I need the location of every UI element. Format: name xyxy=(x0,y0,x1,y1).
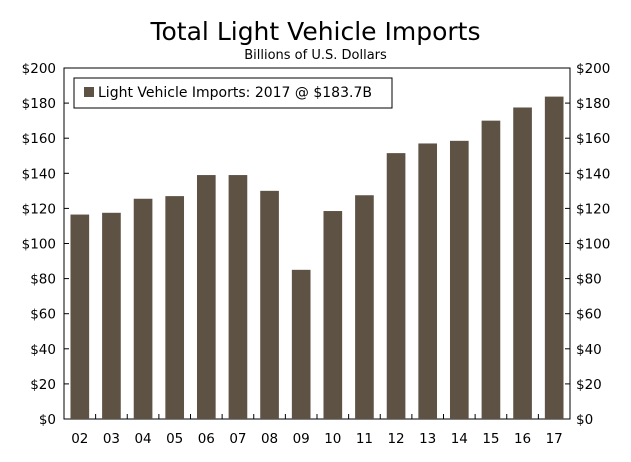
bar-04 xyxy=(133,198,153,419)
bars xyxy=(70,96,564,420)
y-tick-label-left: $160 xyxy=(22,131,56,147)
y-tick-label-right: $160 xyxy=(576,131,610,147)
y-tick-label-right: $180 xyxy=(576,96,610,112)
legend-swatch xyxy=(84,87,94,97)
bar-13 xyxy=(418,143,438,419)
bar-07 xyxy=(228,175,248,419)
x-tick-label: 03 xyxy=(103,431,120,447)
x-tick-label: 13 xyxy=(419,431,436,447)
x-tick-label: 09 xyxy=(293,431,310,447)
y-tick-label-right: $100 xyxy=(576,237,610,253)
y-tick-label-left: $20 xyxy=(30,377,56,393)
y-tick-label-left: $60 xyxy=(30,307,56,323)
legend-box xyxy=(73,77,393,109)
y-tick-label-left: $0 xyxy=(39,412,56,428)
y-tick-label-right: $0 xyxy=(576,412,593,428)
x-tick-label: 16 xyxy=(514,431,531,447)
x-axis: 02 03 04 05 06 07 08 09 10 11 12 13 14 15 16 17 xyxy=(71,414,563,447)
x-tick-label: 04 xyxy=(134,431,151,447)
y-tick-label-right: $40 xyxy=(576,342,602,358)
y-tick-label-left: $120 xyxy=(22,201,56,217)
y-tick-label-right: $80 xyxy=(576,272,602,288)
y-tick-label-left: $40 xyxy=(30,342,56,358)
y-tick-label-left: $180 xyxy=(22,96,56,112)
y-tick-label-right: $140 xyxy=(576,166,610,182)
bar-15 xyxy=(481,120,501,420)
bar-02 xyxy=(70,214,90,419)
bar-05 xyxy=(165,196,185,419)
bar-03 xyxy=(102,212,121,419)
bar-14 xyxy=(449,140,469,419)
y-tick-label-right: $200 xyxy=(576,61,610,77)
y-axis-left: $0 $20 $40 $60 $80 $100 $120 $140 $160 $180 $200 xyxy=(22,61,69,428)
x-tick-label: 05 xyxy=(166,431,183,447)
legend: Light Vehicle Imports: 2017 @ $183.7B xyxy=(73,77,393,109)
bar-16 xyxy=(513,107,532,420)
y-tick-label-left: $200 xyxy=(22,61,56,77)
bar-08 xyxy=(260,190,279,419)
chart-title: Total Light Vehicle Imports xyxy=(150,17,481,46)
x-tick-label: 11 xyxy=(356,431,373,447)
y-tick-label-left: $140 xyxy=(22,166,56,182)
x-tick-label: 02 xyxy=(71,431,88,447)
bar-09 xyxy=(291,269,311,419)
chart-subtitle: Billions of U.S. Dollars xyxy=(244,48,387,63)
y-tick-label-left: $80 xyxy=(30,272,56,288)
y-tick-label-right: $120 xyxy=(576,201,610,217)
bar-12 xyxy=(386,153,406,419)
y-tick-label-left: $100 xyxy=(22,237,56,253)
legend-label: Light Vehicle Imports: 2017 @ $183.7B xyxy=(98,85,372,101)
y-tick-label-right: $60 xyxy=(576,307,602,323)
x-tick-label: 10 xyxy=(324,431,341,447)
x-tick-label: 17 xyxy=(546,431,563,447)
x-tick-label: 15 xyxy=(482,431,499,447)
y-tick-label-right: $20 xyxy=(576,377,602,393)
bar-06 xyxy=(196,175,216,419)
bar-11 xyxy=(355,195,374,419)
x-tick-label: 08 xyxy=(261,431,278,447)
y-axis-right: $0 $20 $40 $60 $80 $100 $120 $140 $160 $180 $200 xyxy=(565,61,610,428)
bar-10 xyxy=(323,211,343,419)
x-tick-label: 14 xyxy=(451,431,468,447)
bar-17 xyxy=(544,96,564,419)
x-tick-label: 12 xyxy=(387,431,404,447)
x-tick-label: 06 xyxy=(198,431,215,447)
x-tick-label: 07 xyxy=(229,431,246,447)
